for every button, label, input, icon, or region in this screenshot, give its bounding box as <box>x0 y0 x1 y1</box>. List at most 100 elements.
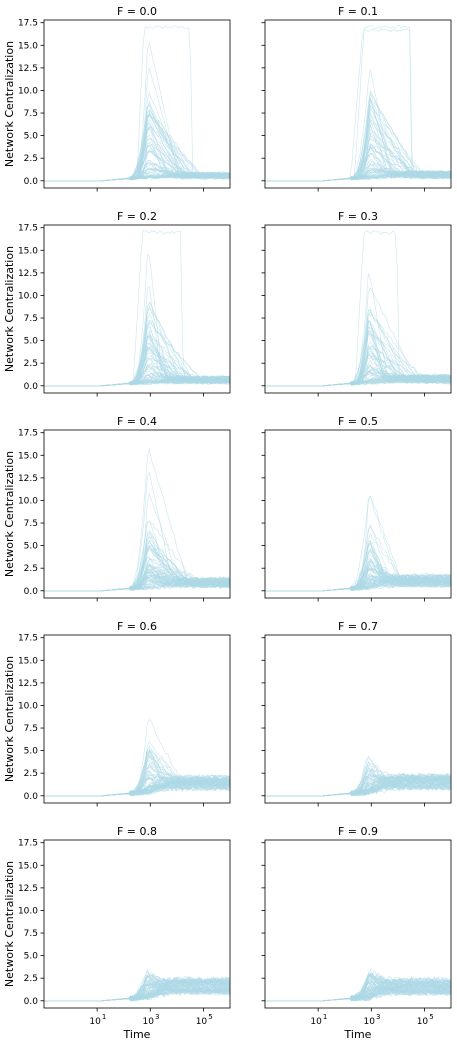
traces <box>265 495 451 592</box>
series-line <box>265 773 451 797</box>
panel-title: F = 0.1 <box>338 5 378 18</box>
series-line <box>265 25 451 182</box>
y-tick-label: 12.5 <box>18 64 38 74</box>
x-axis-label: Time <box>123 1028 151 1041</box>
y-axis-label: Network Centralization <box>3 656 16 782</box>
panel-title: F = 0.9 <box>338 825 378 838</box>
panel-2: 0.0 2.5 5.0 7.5 10.0 12.5 15.0 17.5 F = 0.2 Netwo… <box>3 210 231 397</box>
y-tick-label: 12.5 <box>18 884 38 894</box>
panel-title: F = 0.8 <box>117 825 157 838</box>
traces <box>265 968 451 1002</box>
y-tick-label: 0.0 <box>24 997 39 1007</box>
series-line <box>265 28 451 182</box>
traces <box>44 718 230 797</box>
axes-frame <box>264 19 452 189</box>
series-line <box>265 108 451 182</box>
y-tick-label: 15.0 <box>18 656 38 666</box>
y-tick-label: 2.5 <box>24 359 38 369</box>
traces <box>44 229 230 387</box>
series-line <box>44 448 230 592</box>
y-tick-label: 7.5 <box>24 109 38 119</box>
y-tick-label: 5.0 <box>24 747 39 757</box>
axes-frame <box>264 634 452 804</box>
y-tick-label: 15.0 <box>18 246 38 256</box>
x-tick-exponent: 1 <box>323 1013 327 1021</box>
series-line <box>44 229 230 387</box>
panel-1: F = 0.1 <box>261 5 452 192</box>
axes-frame <box>43 19 231 189</box>
series-line <box>265 975 451 1002</box>
panel-8: 0.02.55.07.510.012.515.017.510 1 10 3 10 5F =… <box>3 825 231 1041</box>
axes-frame <box>43 839 231 1009</box>
y-tick-label: 10.0 <box>18 701 38 711</box>
y-tick-label: 17.5 <box>18 224 38 234</box>
y-tick-label: 5.0 <box>24 132 39 142</box>
panel-title: F = 0.0 <box>117 5 157 18</box>
panel-title: F = 0.4 <box>117 415 157 428</box>
series-line <box>44 379 230 387</box>
x-tick-exponent: 5 <box>208 1013 212 1021</box>
axes-frame <box>264 839 452 1009</box>
x-tick-label: 10 <box>143 1017 155 1027</box>
y-tick-label: 15.0 <box>18 451 38 461</box>
y-tick-label: 5.0 <box>24 542 39 552</box>
y-tick-label: 7.5 <box>24 929 38 939</box>
series-line <box>265 90 451 182</box>
y-axis-label: Network Centralization <box>3 246 16 372</box>
y-tick-label: 0.0 <box>24 792 39 802</box>
traces <box>44 25 230 182</box>
y-tick-label: 2.5 <box>24 769 38 779</box>
y-tick-label: 2.5 <box>24 974 38 984</box>
series-line <box>44 784 230 797</box>
y-tick-label: 0.0 <box>24 382 39 392</box>
y-tick-label: 12.5 <box>18 269 38 279</box>
y-tick-label: 17.5 <box>18 839 38 849</box>
series-line <box>44 493 230 592</box>
panel-title: F = 0.5 <box>338 415 378 428</box>
y-tick-label: 7.5 <box>24 314 38 324</box>
traces <box>265 25 451 182</box>
panel-title: F = 0.6 <box>117 620 157 633</box>
y-tick-label: 12.5 <box>18 679 38 689</box>
series-line <box>265 579 451 592</box>
y-axis-label: Network Centralization <box>3 451 16 577</box>
y-tick-label: 17.5 <box>18 429 38 439</box>
y-tick-label: 17.5 <box>18 634 38 644</box>
y-tick-label: 10.0 <box>18 291 38 301</box>
y-tick-label: 2.5 <box>24 154 38 164</box>
y-tick-label: 2.5 <box>24 564 38 574</box>
x-tick-label: 10 <box>417 1017 429 1027</box>
y-tick-label: 7.5 <box>24 519 38 529</box>
y-tick-label: 10.0 <box>18 906 38 916</box>
axes-frame <box>264 429 452 599</box>
y-tick-label: 5.0 <box>24 337 39 347</box>
x-tick-exponent: 1 <box>102 1013 106 1021</box>
traces <box>265 230 451 387</box>
traces <box>265 755 451 797</box>
series-line <box>265 273 451 387</box>
x-tick-exponent: 3 <box>376 1013 380 1021</box>
y-tick-label: 10.0 <box>18 496 38 506</box>
traces <box>44 448 230 592</box>
y-tick-label: 7.5 <box>24 724 38 734</box>
series-line <box>265 370 451 387</box>
y-tick-label: 5.0 <box>24 952 39 962</box>
y-axis-label: Network Centralization <box>3 861 16 987</box>
y-axis-label: Network Centralization <box>3 41 16 167</box>
panel-6: 0.0 2.5 5.0 7.5 10.0 12.5 15.0 17.5 F = 0.6 Netwo… <box>3 620 231 807</box>
y-tick-label: 0.0 <box>24 587 39 597</box>
series-line <box>44 563 230 592</box>
y-tick-label: 12.5 <box>18 474 38 484</box>
axes-frame <box>43 634 231 804</box>
series-line <box>44 320 230 387</box>
series-line <box>265 230 451 387</box>
x-tick-label: 10 <box>310 1017 322 1027</box>
y-tick-label: 0.0 <box>24 177 39 187</box>
axes-frame <box>43 224 231 394</box>
x-tick-label: 10 <box>196 1017 208 1027</box>
panel-5: F = 0.5 <box>261 415 452 602</box>
x-tick-exponent: 3 <box>155 1013 159 1021</box>
y-tick-label: 10.0 <box>18 86 38 96</box>
panel-title: F = 0.2 <box>117 210 157 223</box>
